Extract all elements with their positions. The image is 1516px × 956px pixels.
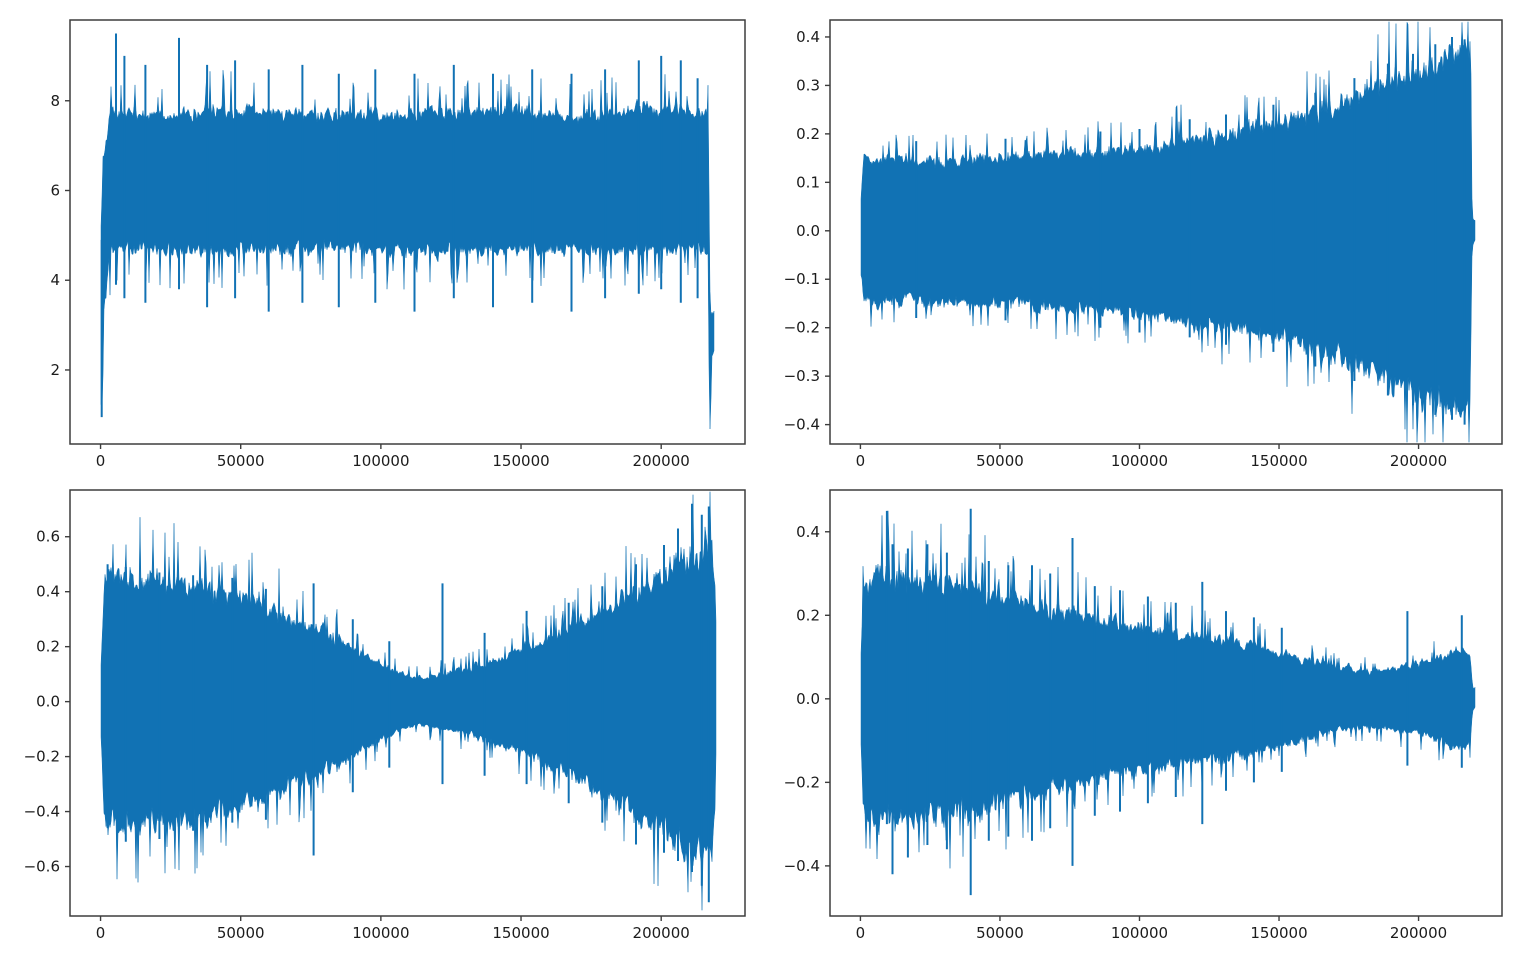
y-tick-label: −0.4 — [24, 803, 60, 821]
x-tick-label: 0 — [96, 924, 106, 942]
y-tick-label: 0.0 — [796, 690, 820, 708]
y-axis: 0.4 0.3 0.2 0.1 0.0 −0.1 −0.2 −0.3 −0.4 — [784, 28, 830, 434]
y-tick-label: −0.1 — [784, 270, 820, 288]
y-axis: 0.4 0.2 0.0 −0.2 −0.4 — [784, 523, 830, 875]
waveform-band — [860, 21, 1476, 443]
y-tick-label: −0.2 — [784, 319, 820, 337]
y-tick-label: 0.6 — [36, 528, 60, 546]
waveform-plot: 0 50000 100000 150000 200000 0.4 0.3 0.2 0.1 0.0 −… — [784, 19, 1503, 470]
y-axis: 0.6 0.4 0.2 0.0 −0.2 −0.4 −0.6 — [24, 528, 70, 876]
y-tick-label: 0.4 — [796, 523, 820, 541]
subplot-top-right: 0 50000 100000 150000 200000 0.4 0.3 0.2 0.1 0.0 −… — [758, 0, 1516, 478]
y-tick-label: 0.0 — [36, 693, 60, 711]
waveform-plot: 0 50000 100000 150000 200000 8 6 4 2 — [50, 19, 746, 470]
x-axis: 0 50000 100000 150000 200000 — [96, 916, 690, 942]
x-tick-label: 200000 — [1390, 924, 1447, 942]
y-tick-label: −0.3 — [784, 367, 820, 385]
x-axis: 0 50000 100000 150000 200000 — [856, 444, 1447, 470]
x-tick-label: 0 — [856, 452, 866, 470]
x-tick-label: 100000 — [352, 924, 409, 942]
y-tick-label: 0.1 — [796, 173, 820, 191]
y-tick-label: 0.2 — [796, 606, 820, 624]
subplot-bottom-right: 0 50000 100000 150000 200000 0.4 0.2 0.0 −0.2 −0.… — [758, 478, 1516, 956]
y-tick-label: 6 — [50, 181, 60, 199]
y-tick-label: −0.4 — [784, 857, 820, 875]
x-tick-label: 100000 — [1111, 452, 1168, 470]
waveform-series — [860, 508, 1476, 896]
axes-spines — [829, 489, 1503, 917]
waveform-plot: 0 50000 100000 150000 200000 0.6 0.4 0.2 0.0 −0.2… — [24, 489, 746, 942]
waveform-plot: 0 50000 100000 150000 200000 0.4 0.2 0.0 −0.2 −0.… — [784, 489, 1503, 942]
y-tick-label: −0.6 — [24, 858, 60, 876]
y-tick-label: 0.2 — [796, 125, 820, 143]
waveform-band — [100, 70, 715, 430]
axes-spines — [69, 19, 746, 445]
y-tick-label: −0.2 — [784, 773, 820, 791]
waveform-series — [100, 491, 717, 911]
x-tick-label: 50000 — [976, 924, 1024, 942]
y-tick-label: −0.2 — [24, 748, 60, 766]
y-tick-label: 4 — [50, 271, 60, 289]
y-tick-label: −0.4 — [784, 416, 820, 434]
y-axis: 8 6 4 2 — [50, 92, 70, 379]
y-tick-label: 2 — [50, 361, 60, 379]
x-tick-label: 100000 — [352, 452, 409, 470]
y-tick-label: 0.0 — [796, 222, 820, 240]
y-tick-label: 0.4 — [36, 583, 60, 601]
x-axis: 0 50000 100000 150000 200000 — [856, 916, 1447, 942]
x-tick-label: 50000 — [217, 924, 265, 942]
waveform-series — [860, 21, 1476, 443]
x-axis: 0 50000 100000 150000 200000 — [96, 444, 690, 470]
x-tick-label: 0 — [96, 452, 106, 470]
axes-spines — [69, 489, 746, 917]
x-tick-label: 200000 — [633, 452, 690, 470]
waveform-series — [100, 33, 715, 430]
x-tick-label: 150000 — [492, 924, 549, 942]
y-tick-label: 8 — [50, 92, 60, 110]
waveform-band — [860, 510, 1476, 869]
x-tick-label: 200000 — [1390, 452, 1447, 470]
x-tick-label: 50000 — [217, 452, 265, 470]
waveform-band — [100, 491, 717, 911]
x-tick-label: 150000 — [1250, 924, 1307, 942]
axes-spines — [829, 19, 1503, 445]
y-tick-label: 0.4 — [796, 28, 820, 46]
y-tick-label: 0.3 — [796, 76, 820, 94]
x-tick-label: 200000 — [633, 924, 690, 942]
x-tick-label: 50000 — [976, 452, 1024, 470]
subplot-top-left: 0 50000 100000 150000 200000 8 6 4 2 — [0, 0, 758, 478]
x-tick-label: 0 — [856, 924, 866, 942]
x-tick-label: 150000 — [492, 452, 549, 470]
subplot-bottom-left: 0 50000 100000 150000 200000 0.6 0.4 0.2 0.0 −0.2… — [0, 478, 758, 956]
x-tick-label: 150000 — [1250, 452, 1307, 470]
y-tick-label: 0.2 — [36, 638, 60, 656]
x-tick-label: 100000 — [1111, 924, 1168, 942]
